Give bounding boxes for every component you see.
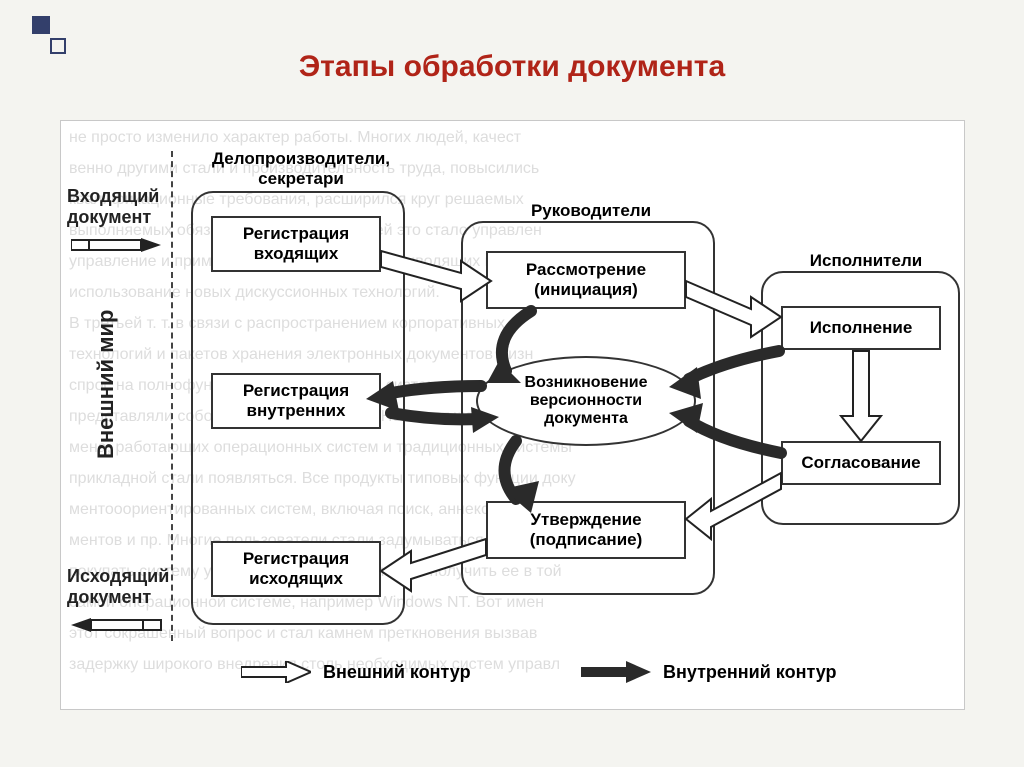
box-approve: Утверждение (подписание) bbox=[486, 501, 686, 559]
incoming-label: Входящий документ bbox=[67, 186, 159, 227]
outgoing-pencil-icon bbox=[71, 616, 163, 634]
external-world-label: Внешний мир bbox=[93, 299, 119, 459]
legend-outer-arrow-icon bbox=[241, 661, 311, 683]
legend-inner-arrow-icon bbox=[581, 661, 651, 683]
slide-bullets bbox=[32, 16, 66, 54]
legend-outer: Внешний контур bbox=[241, 661, 471, 683]
box-versioning: Возникновение версионности документа bbox=[476, 356, 696, 446]
group-executors-label: Исполнители bbox=[781, 251, 951, 271]
box-review: Рассмотрение (инициация) bbox=[486, 251, 686, 309]
diagram-panel: не просто изменило характер работы. Мног… bbox=[60, 120, 965, 710]
incoming-pencil-icon bbox=[71, 236, 163, 254]
legend-outer-label: Внешний контур bbox=[323, 662, 471, 683]
box-reg-outgoing: Регистрация исходящих bbox=[211, 541, 381, 597]
boundary-line bbox=[171, 151, 173, 641]
box-reg-incoming: Регистрация входящих bbox=[211, 216, 381, 272]
faint-line: не просто изменило характер работы. Мног… bbox=[69, 129, 521, 147]
legend-inner-label: Внутренний контур bbox=[663, 662, 836, 683]
box-agree: Согласование bbox=[781, 441, 941, 485]
legend-inner: Внутренний контур bbox=[581, 661, 836, 683]
group-clerks-label: Делопроизводители, секретари bbox=[201, 149, 401, 189]
box-execute: Исполнение bbox=[781, 306, 941, 350]
group-managers-label: Руководители bbox=[491, 201, 691, 221]
page-title: Этапы обработки документа bbox=[0, 50, 1024, 84]
box-reg-internal: Регистрация внутренних bbox=[211, 373, 381, 429]
outgoing-label: Исходящий документ bbox=[67, 566, 169, 607]
